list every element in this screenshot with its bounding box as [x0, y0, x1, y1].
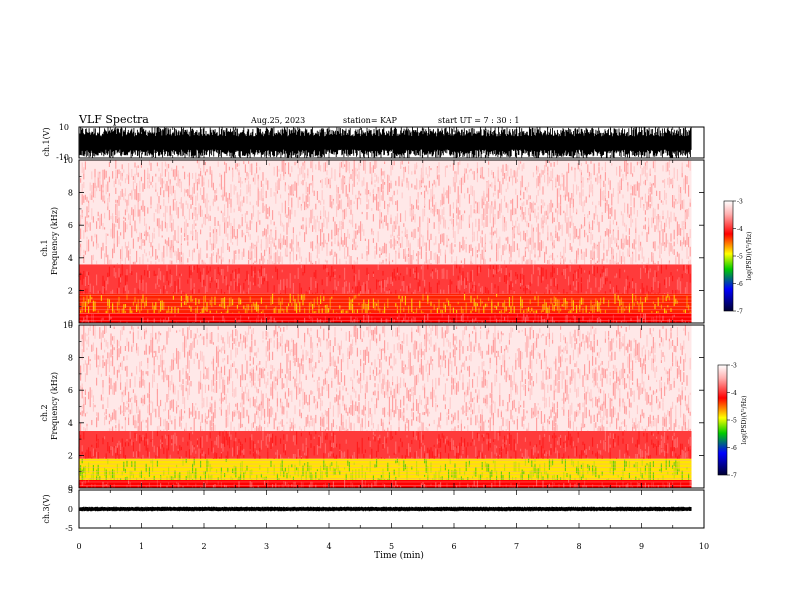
ytick-label-8: 8: [68, 354, 73, 363]
waveform-ch3-ytick-5: 5: [68, 486, 73, 495]
ytick-label-10: 10: [63, 156, 73, 165]
ytick-label-4: 4: [68, 254, 73, 263]
xtick-label-5: 5: [389, 542, 394, 551]
colorbar-tick-label--7: -7: [731, 473, 737, 480]
colorbar-ch2-gradient: [717, 364, 728, 476]
ytick-label-8: 8: [68, 189, 73, 198]
colorbar-ch1-label: log(PSD)(V²/Hz): [746, 232, 753, 281]
waveform-ch3-panel: ch.3(V) 50-5: [42, 486, 705, 533]
colorbar-tick-label--4: -4: [731, 390, 737, 397]
ytick-label-2: 2: [68, 286, 73, 295]
waveform-ch1-ylabel: ch.1(V): [42, 127, 51, 156]
ytick-label-0: 0: [68, 319, 73, 328]
spectrogram-band-2: [79, 430, 692, 459]
time-axis: 0 1 2 3 4 5 6 7 8 9 10: [76, 127, 709, 551]
time-axis-label: Time (min): [374, 550, 424, 561]
spectrogram-ch1-ylabel: Frequency (kHz): [50, 207, 59, 275]
xtick-label-8: 8: [576, 542, 581, 551]
colorbar-ch1: -3 -4 -5 -6 -7 log(PSD)(V²/Hz): [723, 199, 753, 316]
spectrogram-band-3: [79, 160, 692, 265]
colorbar-tick-label--3: -3: [737, 199, 743, 206]
waveform-ch1-ytick-top: 10: [59, 123, 69, 132]
spectrogram-ch1-heatmap: [78, 160, 704, 323]
spectrogram-ch2-channel-label: ch.2: [40, 404, 49, 421]
waveform-ch1-ytick-bottom: -10: [56, 153, 69, 162]
colorbar-ch1-gradient: [723, 200, 734, 312]
waveform-ch3-ytick-0: 0: [68, 505, 73, 514]
spectrogram-ch2-panel: ch.2 Frequency (kHz) 0 2 4 6 8 10 -3 -4 -5 -6 -7 …: [40, 321, 748, 493]
waveform-ch3-ytick--5: -5: [65, 524, 73, 533]
spectrogram-band-1: [79, 458, 692, 480]
ytick-label-6: 6: [68, 386, 73, 395]
colorbar-tick-label--6: -6: [731, 445, 737, 452]
ytick-label-4: 4: [68, 419, 73, 428]
spectrogram-band-1: [79, 293, 692, 314]
spectrogram-ch2-yticks: 0 2 4 6 8 10: [63, 321, 704, 493]
xtick-label-7: 7: [514, 542, 519, 551]
spectrogram-band-0: [79, 479, 692, 488]
spectrogram-texture: [80, 431, 691, 459]
colorbar-tick-label--5: -5: [737, 254, 743, 261]
ytick-label-2: 2: [68, 451, 73, 460]
xtick-label-2: 2: [201, 542, 206, 551]
spectrogram-ch2-heatmap: [78, 325, 704, 488]
spectrogram-band-2: [79, 264, 692, 294]
waveform-ch1-trace: [79, 127, 692, 158]
xtick-label-10: 10: [699, 542, 709, 551]
colorbar-ch2: -3 -4 -5 -6 -7 log(PSD)(V²/Hz): [717, 363, 748, 480]
colorbar-tick-label--3: -3: [731, 363, 737, 370]
spectrogram-ch1-panel: ch.1 Frequency (kHz) 0 2 4 6 8 10 -3 -4 -5 -6 -7 …: [40, 156, 753, 328]
colorbar-ch2-label: log(PSD)(V²/Hz): [741, 396, 748, 445]
spectrogram-ch1-channel-label: ch.1: [40, 239, 49, 256]
waveform-ch1-line: [79, 127, 692, 158]
spectrogram-band-0: [79, 313, 692, 323]
waveform-ch3-yticks: 50-5: [65, 486, 83, 533]
colorbar-tick-label--4: -4: [737, 226, 743, 233]
spectrogram-blank: [691, 160, 704, 323]
ytick-label-6: 6: [68, 221, 73, 230]
colorbar-ch1-ticks: -3 -4 -5 -6 -7: [733, 199, 743, 316]
xtick-label-3: 3: [264, 542, 269, 551]
station-label: station= KAP: [343, 116, 398, 125]
colorbar-tick-label--5: -5: [731, 418, 737, 425]
date-label: Aug.25, 2023: [250, 116, 305, 125]
spectrogram-ch1-yticks: 0 2 4 6 8 10: [63, 156, 704, 328]
spectrogram-ch2-ylabel: Frequency (kHz): [50, 372, 59, 440]
xtick-label-6: 6: [451, 542, 456, 551]
spectrogram-band-3: [79, 325, 692, 431]
colorbar-ch2-ticks: -3 -4 -5 -6 -7: [727, 363, 737, 480]
colorbar-tick-label--7: -7: [737, 309, 743, 316]
start-time-label: start UT = 7 : 30 : 1: [438, 116, 519, 125]
xtick-label-4: 4: [326, 542, 331, 551]
colorbar-tick-label--6: -6: [737, 281, 743, 288]
waveform-ch3-line: [79, 506, 692, 512]
waveform-ch3-ylabel: ch.3(V): [42, 494, 51, 523]
xtick-label-9: 9: [639, 542, 644, 551]
xtick-label-1: 1: [139, 542, 144, 551]
figure-title: VLF Spectra: [78, 113, 149, 126]
spectrogram-blank: [691, 325, 704, 488]
ytick-label-0: 0: [68, 484, 73, 493]
waveform-ch3-trace: [79, 506, 692, 512]
ytick-label-10: 10: [63, 321, 73, 330]
xtick-label-0: 0: [76, 542, 81, 551]
